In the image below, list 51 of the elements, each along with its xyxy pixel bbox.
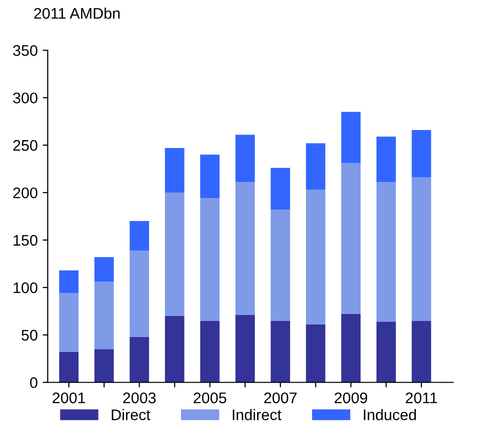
- x-tick-label: 2007: [264, 392, 297, 404]
- bar: [94, 349, 114, 382]
- x-tick-label: 2011: [406, 392, 438, 404]
- x-tick-label: 2005: [194, 392, 226, 404]
- bar: [200, 198, 220, 321]
- bar: [270, 168, 290, 210]
- bar: [59, 270, 79, 294]
- bar: [130, 221, 150, 250]
- bar: [376, 136, 396, 182]
- bar: [94, 257, 114, 282]
- y-axis-title: 2011 AMDbn: [34, 8, 120, 19]
- bar: [341, 163, 361, 314]
- y-tick-label: 0: [30, 377, 38, 388]
- bar: [235, 182, 255, 315]
- bar: [200, 154, 220, 198]
- bar: [341, 314, 361, 382]
- bar: [341, 112, 361, 164]
- bar: [235, 134, 255, 182]
- bar: [376, 182, 396, 322]
- y-tick-label: 200: [13, 187, 38, 198]
- x-tick-label: 2003: [123, 392, 156, 404]
- bar: [306, 143, 326, 190]
- bar: [235, 315, 255, 382]
- y-tick-label: 250: [13, 140, 38, 151]
- bar: [94, 282, 114, 350]
- bar: [306, 324, 326, 382]
- y-tick-label: 350: [13, 45, 38, 56]
- y-tick-label: 50: [22, 330, 38, 341]
- bar: [164, 148, 184, 193]
- x-tick-label: 2009: [334, 392, 368, 404]
- bar: [59, 352, 79, 382]
- y-tick-label: 300: [13, 92, 38, 104]
- bar: [412, 177, 432, 321]
- bar: [306, 190, 326, 324]
- y-tick-label: 100: [14, 282, 38, 294]
- bar: [376, 322, 396, 382]
- bar: [270, 320, 290, 382]
- bar: [412, 320, 432, 382]
- bar: [412, 130, 432, 178]
- bar: [270, 210, 290, 321]
- bar: [200, 320, 220, 382]
- bar: [164, 316, 184, 382]
- legend-label: Direct: [112, 409, 150, 420]
- bar: [59, 293, 79, 352]
- y-tick-label: 150: [14, 234, 38, 246]
- legend-label: Induced: [364, 409, 416, 420]
- bar: [130, 250, 150, 337]
- bar: [130, 336, 150, 382]
- bar: [164, 192, 184, 316]
- legend-label: Indirect: [232, 409, 282, 420]
- x-tick-label: 2001: [52, 392, 86, 404]
